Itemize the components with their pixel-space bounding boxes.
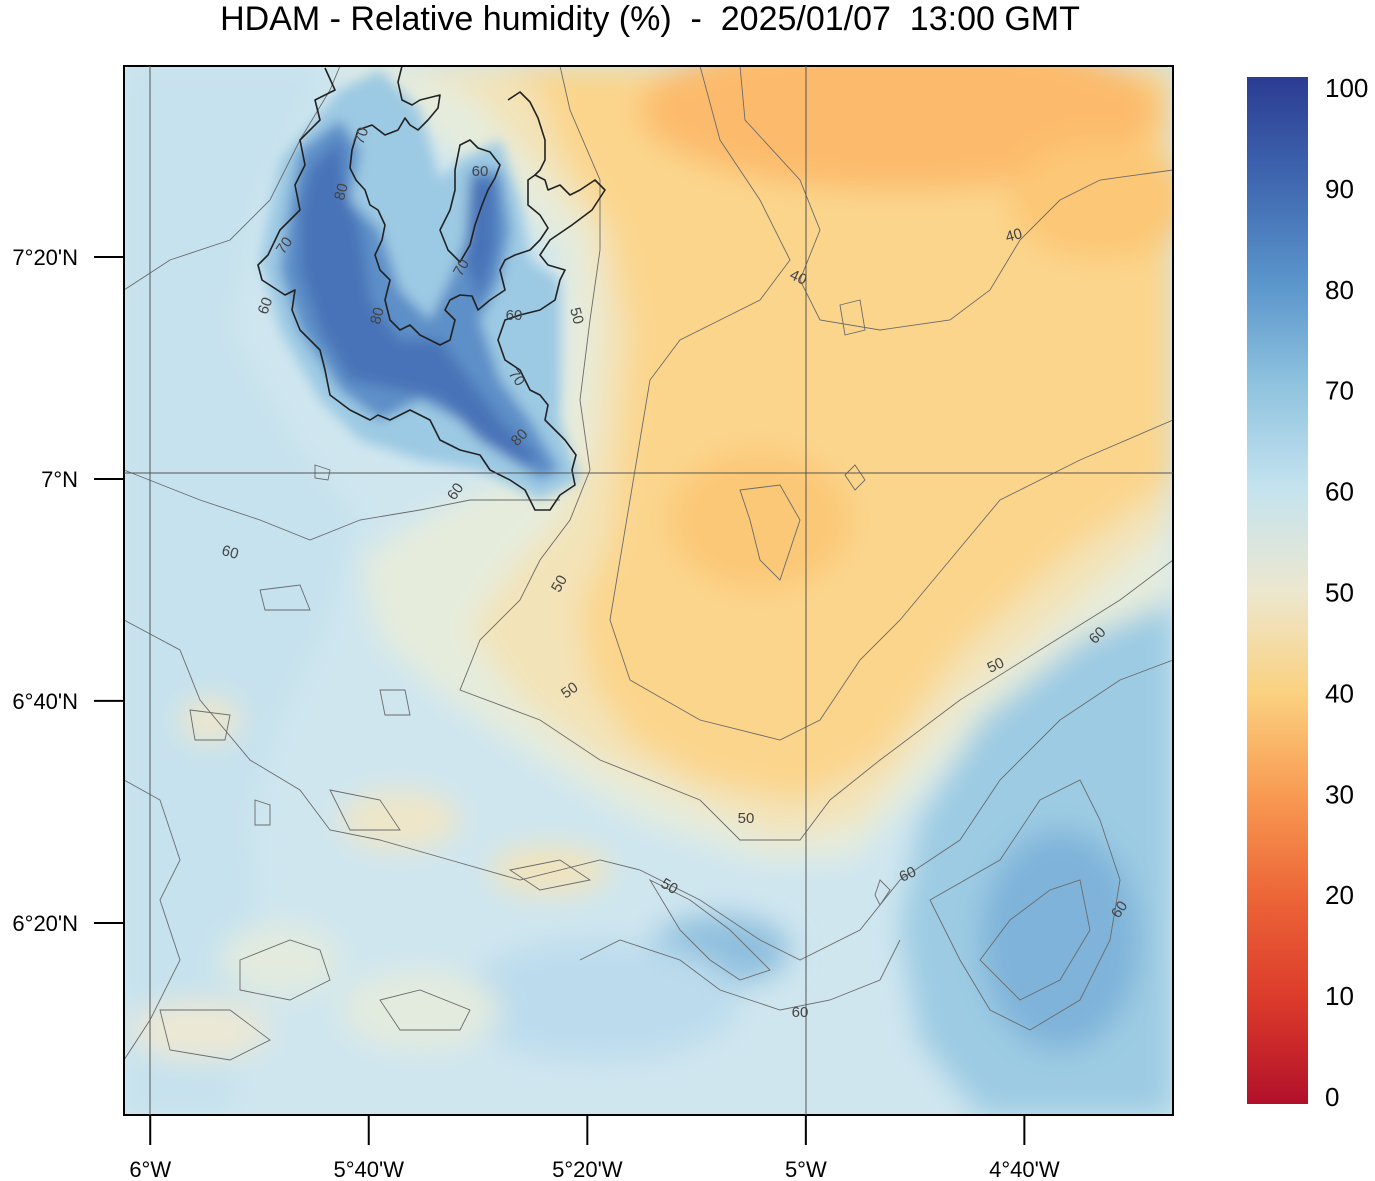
colorbar-tick-label: 0 [1325, 1082, 1339, 1112]
contour-label: 70 [273, 234, 296, 257]
graticule [124, 66, 1173, 1115]
y-tick-label: 6°20'N [12, 911, 78, 936]
contour-label: 50 [985, 654, 1007, 676]
colorbar-tick-label: 60 [1325, 477, 1354, 507]
contour-label: 60 [255, 295, 277, 316]
contour-label: 50 [738, 810, 755, 827]
contour-label: 50 [566, 306, 587, 327]
contour-label: 50 [558, 679, 581, 702]
contour-40-line [739, 66, 1173, 331]
y-tick-label: 7°N [41, 467, 78, 492]
contour-50-line [459, 66, 1173, 841]
contour-label: 60 [792, 1004, 809, 1021]
contour-label: 60 [472, 163, 489, 180]
contour-label: 70 [505, 366, 528, 389]
colorbar-tick-label: 80 [1325, 275, 1354, 305]
contour-label: 60 [1108, 898, 1131, 921]
humidity-zone-dry [500, 66, 1173, 800]
x-tick-label: 5°20'W [552, 1157, 623, 1181]
colorbar-tick-label: 100 [1325, 73, 1368, 103]
contour-label: 50 [548, 572, 571, 595]
contour-label: 60 [220, 542, 241, 563]
x-tick-label: 4°40'W [989, 1157, 1060, 1181]
x-tick-label: 5°W [785, 1157, 827, 1181]
contour-label: 80 [331, 182, 352, 203]
colorbar-tick-label: 30 [1325, 779, 1354, 809]
axis-ticks: 6°W 5°40'W 5°20'W 5°W 4°40'W 7°20'N 7°N 6°40'N 6… [12, 245, 1059, 1181]
contour-label: 60 [506, 307, 523, 324]
contour-label: 50 [658, 875, 681, 898]
contour-60-line [124, 469, 560, 541]
colorbar-tick-label: 90 [1325, 174, 1354, 204]
colorbar-tick-label: 70 [1325, 376, 1354, 406]
y-tick-label: 6°40'N [12, 689, 78, 714]
contour-label: 40 [787, 266, 809, 288]
humidity-zone-driest [640, 66, 1160, 190]
outline-70-north [257, 66, 606, 511]
contour-label: 60 [444, 480, 467, 503]
y-tick-label: 7°20'N [12, 245, 78, 270]
x-tick-label: 5°40'W [334, 1157, 405, 1181]
contour-label: 80 [367, 306, 388, 327]
map-title: HDAM - Relative humidity (%) - 2025/01/0… [220, 0, 1080, 38]
colorbar-tick-label: 10 [1325, 981, 1354, 1011]
contour-lines [124, 66, 1173, 1061]
outline-70 [257, 66, 606, 511]
x-tick-label: 6°W [129, 1157, 171, 1181]
colorbar-tick-label: 20 [1325, 880, 1354, 910]
colorbar-tick-label: 40 [1325, 678, 1354, 708]
contour-label: 40 [1004, 225, 1025, 246]
contour-label: 60 [897, 863, 919, 885]
contour-label: 70 [351, 125, 373, 146]
contour-label: 70 [450, 256, 473, 279]
colorbar-tick-label: 50 [1325, 578, 1354, 608]
humidity-field [124, 66, 1173, 1115]
map-frame [123, 65, 1174, 1116]
humidity-zone-moist-west [124, 66, 360, 1115]
colorbar-ramp [1247, 77, 1308, 1104]
